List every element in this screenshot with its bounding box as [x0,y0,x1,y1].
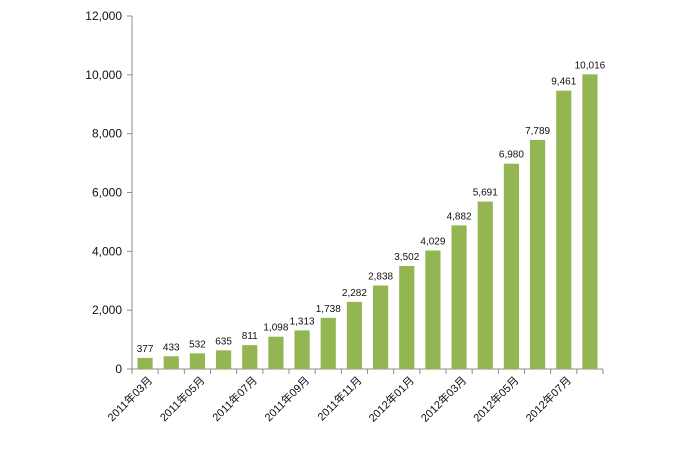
bar [425,250,441,369]
y-tick-label: 2,000 [92,303,122,317]
data-label: 811 [242,331,258,342]
bar [268,336,284,369]
x-tick-label: 2011年11月 [314,373,364,423]
bar [137,357,153,369]
data-label: 1,098 [263,323,288,334]
bar [320,317,336,369]
data-label: 9,461 [551,77,576,88]
data-label: 10,016 [575,60,606,71]
data-label: 6,980 [499,150,524,161]
bar [582,74,598,369]
y-tick-label: 6,000 [92,186,122,200]
data-label: 635 [215,336,232,347]
data-label: 7,789 [525,126,550,137]
x-tick-label: 2012年05月 [470,373,521,424]
x-tick-label: 2012年01月 [365,373,416,424]
bar [372,285,389,369]
bar [556,90,572,370]
bar [477,201,493,369]
data-label: 3,502 [394,252,419,263]
x-tick-label: 2011年03月 [104,373,155,424]
x-tick-label: 2011年09月 [261,373,312,424]
y-tick-label: 12,000 [85,9,122,23]
bar [346,301,363,369]
y-tick-label: 8,000 [92,127,122,141]
y-tick-label: 10,000 [85,68,122,82]
data-label: 377 [137,344,154,355]
bar [503,163,520,369]
bar [529,139,546,369]
data-label: 4,882 [447,211,472,222]
bar [451,225,467,369]
data-label: 2,282 [342,288,367,299]
x-tick-label: 2011年05月 [157,373,208,424]
bar [294,330,310,369]
data-label: 1,313 [290,316,315,327]
x-tick-label: 2012年07月 [522,373,573,424]
y-tick-label: 0 [115,362,122,376]
data-label: 1,738 [316,304,341,315]
data-label: 2,838 [368,272,393,283]
bar [399,265,415,369]
data-label: 433 [163,342,180,353]
bar [189,353,206,369]
data-label: 532 [189,339,206,350]
x-tick-label: 2011年07月 [209,373,260,424]
x-tick-label: 2012年03月 [418,373,469,424]
data-label: 5,691 [473,188,498,199]
bar [163,356,179,369]
data-label: 4,029 [420,236,445,247]
y-tick-label: 4,000 [92,244,122,258]
bar [242,345,258,369]
bar [215,350,232,369]
